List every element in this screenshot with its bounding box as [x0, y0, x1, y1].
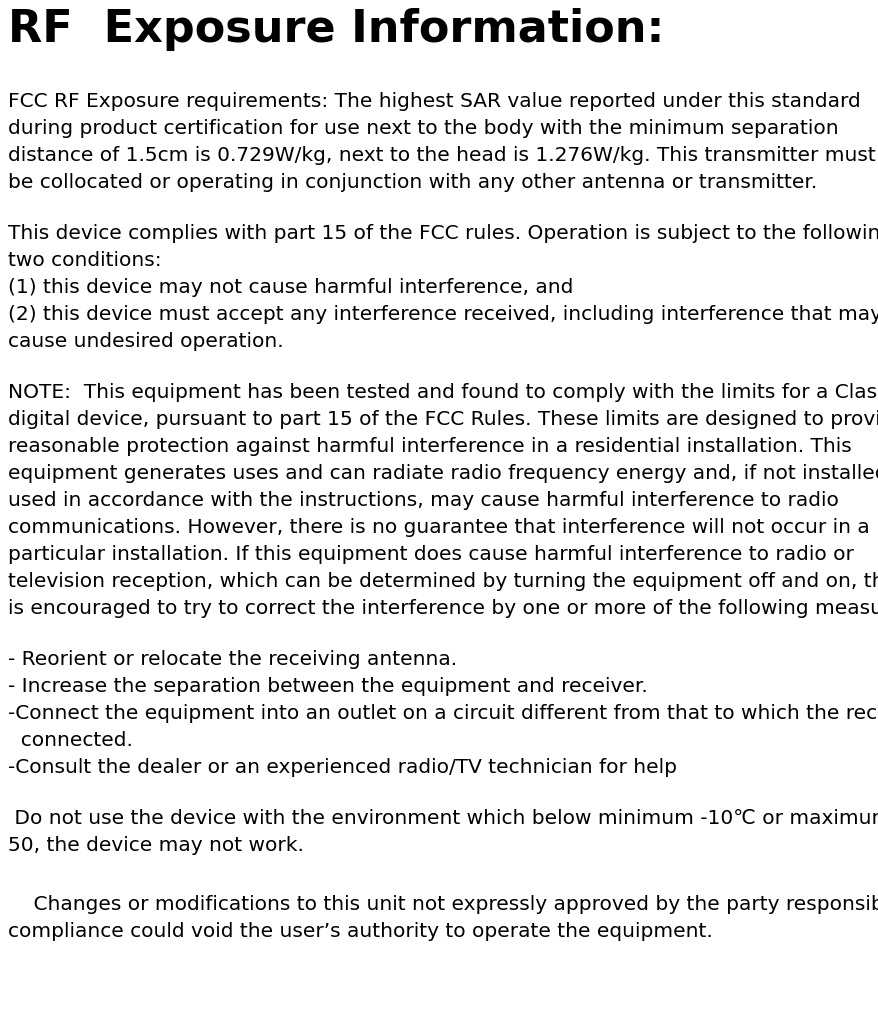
Text: compliance could void the user’s authority to operate the equipment.: compliance could void the user’s authori… — [8, 922, 712, 941]
Text: be collocated or operating in conjunction with any other antenna or transmitter.: be collocated or operating in conjunctio… — [8, 173, 817, 192]
Text: (2) this device must accept any interference received, including interference th: (2) this device must accept any interfer… — [8, 305, 878, 324]
Text: television reception, which can be determined by turning the equipment off and o: television reception, which can be deter… — [8, 572, 878, 591]
Text: is encouraged to try to correct the interference by one or more of the following: is encouraged to try to correct the inte… — [8, 599, 878, 618]
Text: - Reorient or relocate the receiving antenna.: - Reorient or relocate the receiving ant… — [8, 650, 457, 669]
Text: digital device, pursuant to part 15 of the FCC Rules. These limits are designed : digital device, pursuant to part 15 of t… — [8, 410, 878, 429]
Text: equipment generates uses and can radiate radio frequency energy and, if not inst: equipment generates uses and can radiate… — [8, 464, 878, 483]
Text: -Connect the equipment into an outlet on a circuit different from that to which : -Connect the equipment into an outlet on… — [8, 704, 878, 723]
Text: 50, the device may not work.: 50, the device may not work. — [8, 836, 304, 855]
Text: RF  Exposure Information:: RF Exposure Information: — [8, 8, 664, 51]
Text: NOTE:  This equipment has been tested and found to comply with the limits for a : NOTE: This equipment has been tested and… — [8, 383, 878, 402]
Text: -Consult the dealer or an experienced radio/TV technician for help: -Consult the dealer or an experienced ra… — [8, 758, 676, 777]
Text: - Increase the separation between the equipment and receiver.: - Increase the separation between the eq… — [8, 677, 647, 696]
Text: distance of 1.5cm is 0.729W/kg, next to the head is 1.276W/kg. This transmitter : distance of 1.5cm is 0.729W/kg, next to … — [8, 146, 878, 165]
Text: reasonable protection against harmful interference in a residential installation: reasonable protection against harmful in… — [8, 437, 851, 456]
Text: Do not use the device with the environment which below minimum -10℃ or maximum o: Do not use the device with the environme… — [8, 809, 878, 828]
Text: Changes or modifications to this unit not expressly approved by the party respon: Changes or modifications to this unit no… — [8, 895, 878, 914]
Text: This device complies with part 15 of the FCC rules. Operation is subject to the : This device complies with part 15 of the… — [8, 224, 878, 243]
Text: two conditions:: two conditions: — [8, 251, 162, 270]
Text: used in accordance with the instructions, may cause harmful interference to radi: used in accordance with the instructions… — [8, 491, 838, 510]
Text: FCC RF Exposure requirements: The highest SAR value reported under this standard: FCC RF Exposure requirements: The highes… — [8, 92, 860, 111]
Text: communications. However, there is no guarantee that interference will not occur : communications. However, there is no gua… — [8, 518, 868, 537]
Text: during product certification for use next to the body with the minimum separatio: during product certification for use nex… — [8, 119, 838, 138]
Text: particular installation. If this equipment does cause harmful interference to ra: particular installation. If this equipme… — [8, 545, 853, 564]
Text: cause undesired operation.: cause undesired operation. — [8, 332, 284, 351]
Text: (1) this device may not cause harmful interference, and: (1) this device may not cause harmful in… — [8, 278, 572, 297]
Text: connected.: connected. — [8, 731, 133, 750]
